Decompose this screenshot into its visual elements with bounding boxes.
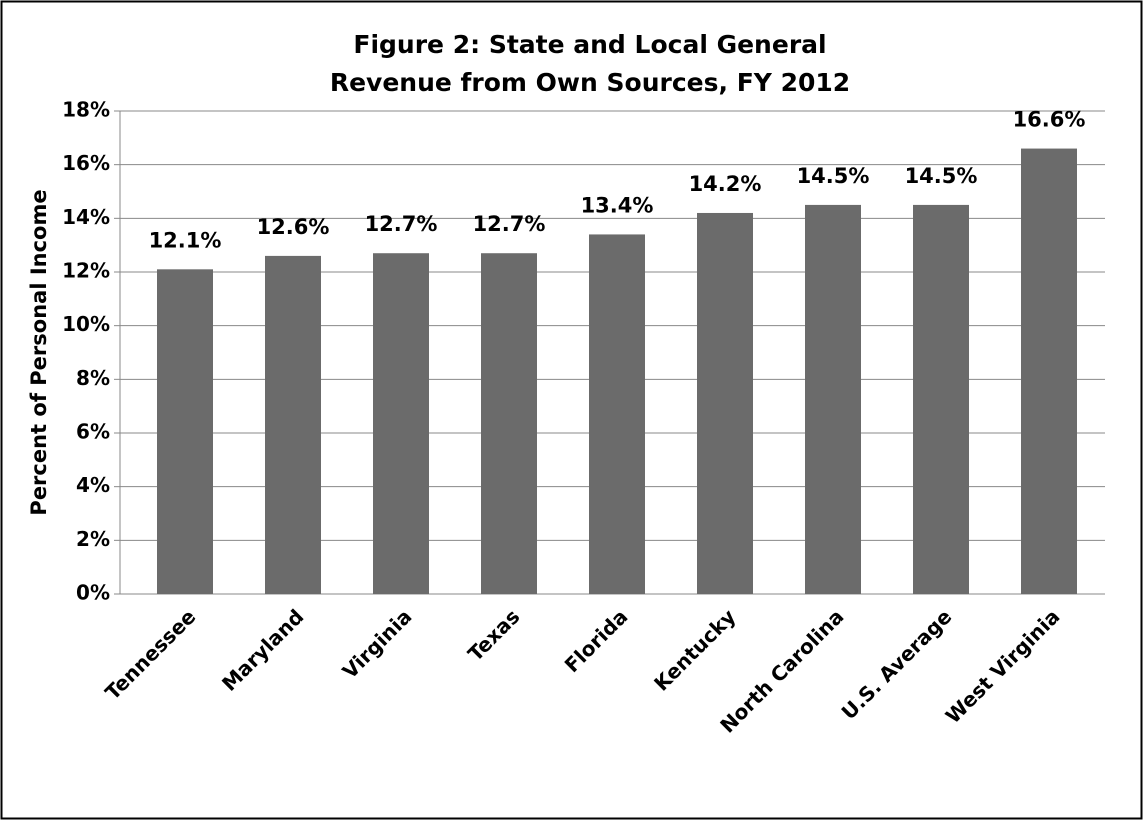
bar bbox=[265, 255, 321, 594]
data-label: 14.2% bbox=[689, 172, 762, 196]
y-tick-label: 10% bbox=[62, 312, 110, 336]
y-tick-label: 8% bbox=[76, 366, 110, 390]
data-label: 16.6% bbox=[1013, 108, 1086, 132]
y-tick-label: 4% bbox=[76, 473, 110, 497]
y-tick-label: 2% bbox=[76, 527, 110, 551]
y-tick-label: 14% bbox=[62, 205, 110, 229]
bar bbox=[697, 212, 753, 594]
bar bbox=[913, 204, 969, 594]
bar bbox=[1021, 148, 1077, 595]
data-label: 12.6% bbox=[257, 215, 330, 239]
data-label: 12.7% bbox=[473, 212, 546, 236]
y-axis-label: Percent of Personal Income bbox=[27, 189, 51, 515]
y-tick-label: 18% bbox=[62, 98, 110, 122]
bar bbox=[157, 269, 213, 594]
data-label: 12.1% bbox=[149, 228, 222, 252]
y-tick-label: 16% bbox=[62, 151, 110, 175]
chart-title: Figure 2: State and Local General Revenu… bbox=[329, 30, 851, 97]
bar bbox=[589, 234, 645, 594]
data-label: 13.4% bbox=[581, 193, 654, 217]
y-tick-label: 0% bbox=[76, 581, 110, 605]
data-label: 14.5% bbox=[797, 164, 870, 188]
bar bbox=[373, 253, 429, 594]
y-tick-label: 6% bbox=[76, 420, 110, 444]
bar bbox=[805, 204, 861, 594]
data-label: 12.7% bbox=[365, 212, 438, 236]
bar bbox=[481, 253, 537, 594]
y-tick-label: 12% bbox=[62, 259, 110, 283]
data-label: 14.5% bbox=[905, 164, 978, 188]
